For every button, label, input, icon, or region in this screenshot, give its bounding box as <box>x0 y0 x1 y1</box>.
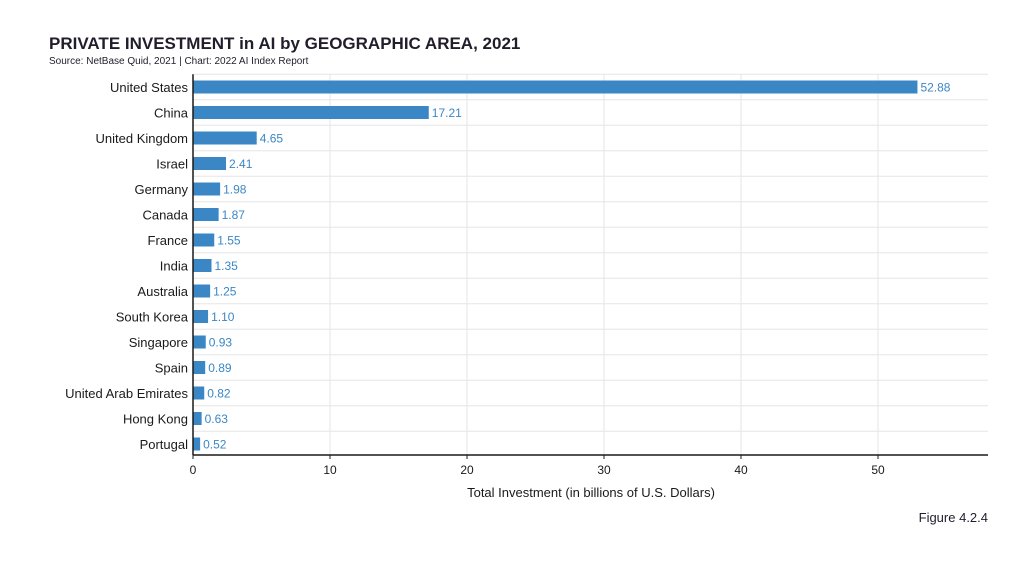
bar-spain <box>193 361 206 374</box>
bar-india <box>193 259 212 272</box>
bar-singapore <box>193 335 206 349</box>
value-label: 2.41 <box>229 157 253 171</box>
category-label: Germany <box>135 182 189 197</box>
bar-united-kingdom <box>193 131 257 145</box>
x-tick-label: 40 <box>734 463 748 477</box>
category-label: United Arab Emirates <box>65 386 188 401</box>
chart-title: PRIVATE INVESTMENT in AI by GEOGRAPHIC A… <box>49 34 521 53</box>
value-labels: 52.88 17.21 4.65 2.41 1.98 1.87 1.55 1.35 1.25 1.… <box>203 81 951 452</box>
category-label: South Korea <box>116 310 189 325</box>
value-label: 1.10 <box>211 310 235 324</box>
x-axis-label: Total Investment (in billions of U.S. Do… <box>467 485 715 500</box>
value-label: 4.65 <box>260 132 284 146</box>
x-tick-label: 0 <box>190 463 197 477</box>
x-tick-label: 20 <box>460 463 474 477</box>
category-label: Israel <box>156 157 188 172</box>
category-label: United States <box>110 80 189 95</box>
category-label: France <box>148 233 188 248</box>
category-label: Australia <box>137 284 188 299</box>
value-label: 52.88 <box>920 81 950 95</box>
value-label: 0.63 <box>205 412 229 426</box>
value-label: 1.35 <box>214 259 238 273</box>
value-label: 1.25 <box>213 285 237 299</box>
axes <box>192 74 988 459</box>
bar-france <box>193 233 215 247</box>
bar-portugal <box>193 437 201 451</box>
chart-source: Source: NetBase Quid, 2021 | Chart: 2022… <box>49 56 309 67</box>
value-label: 0.82 <box>207 387 231 401</box>
value-label: 1.87 <box>222 208 246 222</box>
grid-lines <box>193 73 988 455</box>
category-label: Portugal <box>140 437 189 452</box>
category-label: Hong Kong <box>123 412 188 427</box>
category-labels: United States China United Kingdom Israel Ge… <box>65 80 189 452</box>
x-tick-labels: 0 10 20 30 40 50 <box>190 463 885 477</box>
bar-united-states <box>193 80 918 94</box>
bar-south-korea <box>193 310 209 323</box>
figure-label: Figure 4.2.4 <box>918 510 988 525</box>
x-tick-label: 50 <box>871 463 885 477</box>
category-label: India <box>160 259 189 274</box>
category-label: China <box>154 106 189 121</box>
bar-canada <box>193 208 219 221</box>
value-label: 0.52 <box>203 438 227 452</box>
value-label: 1.98 <box>223 183 247 197</box>
category-label: Spain <box>155 361 188 376</box>
bar-australia <box>193 284 211 298</box>
bar-united-arab-emirates <box>193 386 205 400</box>
x-tick-label: 10 <box>323 463 337 477</box>
category-label: United Kingdom <box>96 131 189 146</box>
bars <box>193 80 918 451</box>
bar-germany <box>193 182 221 196</box>
bar-china <box>193 106 429 119</box>
category-label: Singapore <box>129 335 188 350</box>
x-tick-label: 30 <box>597 463 611 477</box>
value-label: 0.93 <box>209 336 233 350</box>
bar-hong-kong <box>193 412 202 425</box>
bar-israel <box>193 157 227 170</box>
category-label: Canada <box>142 208 188 223</box>
value-label: 1.55 <box>217 234 241 248</box>
value-label: 0.89 <box>208 361 232 375</box>
value-label: 17.21 <box>432 106 462 120</box>
